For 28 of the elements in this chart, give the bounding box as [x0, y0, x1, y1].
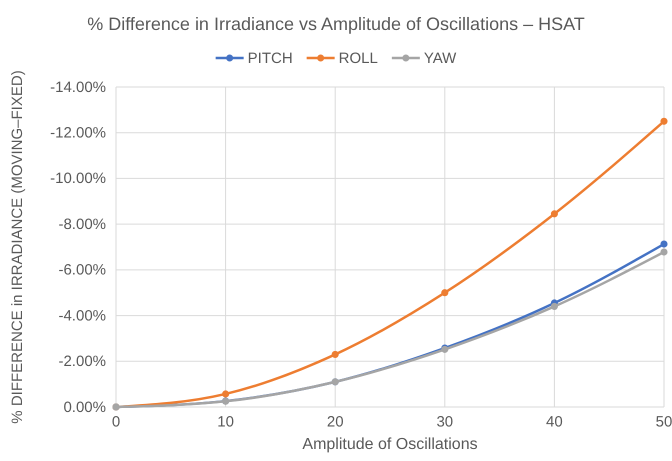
y-tick-label: -6.00%	[58, 262, 106, 279]
y-tick-label: -2.00%	[58, 353, 106, 370]
y-axis-title: % DIFFERENCE in IRRADIANCE (MOVING–FIXED)	[9, 70, 26, 424]
y-tick-label: -8.00%	[58, 216, 106, 233]
point	[441, 289, 448, 296]
point	[222, 390, 230, 398]
point	[332, 350, 339, 358]
point	[660, 240, 668, 248]
point	[660, 248, 668, 256]
x-tick-label: 50	[656, 414, 672, 431]
x-tick-label: 30	[436, 414, 454, 431]
y-tick-label: -12.00%	[50, 124, 106, 142]
y-tick-label: -14.00%	[50, 78, 106, 96]
legend-label: YAW	[424, 50, 458, 67]
x-axis-title: Amplitude of Oscillations	[302, 436, 478, 453]
chart-title: % Difference in Irradiance vs Amplitude of Oscillations – HSAT	[87, 14, 585, 34]
x-tick-label: 40	[546, 414, 563, 431]
legend-label: PITCH	[248, 50, 293, 67]
y-tick-label: -10.00%	[50, 170, 106, 188]
x-tick-label: 10	[217, 414, 234, 431]
point	[660, 118, 668, 125]
point	[550, 210, 558, 218]
y-tick-label: 0.00%	[63, 398, 106, 416]
point	[550, 302, 558, 310]
y-tick-label: -4.00%	[58, 307, 106, 324]
x-tick-label: 0	[112, 414, 120, 431]
x-tick-label: 20	[326, 414, 344, 431]
legend-label: ROLL	[338, 50, 378, 67]
